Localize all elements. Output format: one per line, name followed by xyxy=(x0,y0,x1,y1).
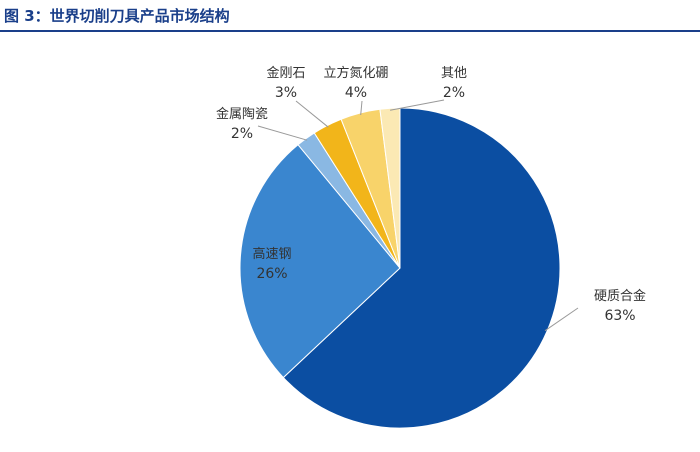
slice-label-other: 其他 xyxy=(441,66,467,81)
leader-line-diamond xyxy=(295,100,329,128)
slice-value-diamond: 3% xyxy=(275,85,297,101)
slice-value-cermet: 2% xyxy=(231,126,253,142)
slice-value-cbn: 4% xyxy=(345,85,367,101)
leader-line-cermet xyxy=(257,125,308,141)
pie-slice-hss xyxy=(239,144,401,379)
slice-label-hss: 高速钢 xyxy=(252,246,291,262)
slice-label-diamond: 金刚石 xyxy=(266,65,305,81)
slice-value-hardmetal: 63% xyxy=(604,308,635,324)
slice-value-other: 2% xyxy=(443,85,465,101)
slice-label-cermet: 金属陶瓷 xyxy=(216,106,268,122)
leader-line-cbn xyxy=(360,100,363,116)
title-rule xyxy=(0,30,700,32)
slice-value-hss: 26% xyxy=(256,266,287,282)
pie-slice-hardmetal xyxy=(282,107,561,429)
slice-label-cbn: 立方氮化硼 xyxy=(323,65,388,81)
figure-title: 图 3：世界切削刀具产品市场结构 xyxy=(4,7,230,25)
leader-line-hardmetal xyxy=(544,307,579,332)
leader-line-other xyxy=(390,99,445,111)
slice-label-hardmetal: 硬质合金 xyxy=(594,288,646,304)
